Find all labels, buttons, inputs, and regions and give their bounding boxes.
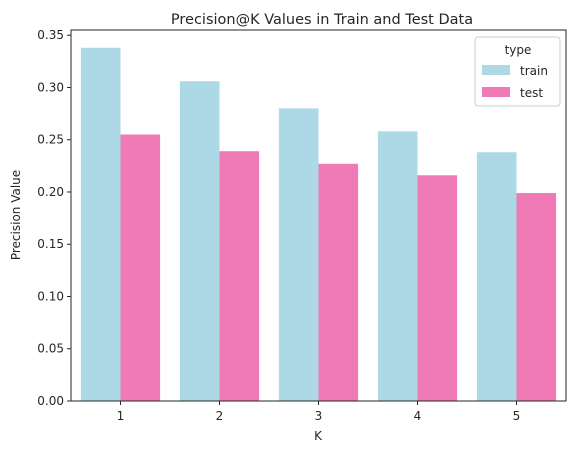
bar-test-k5 [516, 193, 557, 401]
legend-swatch-train [482, 65, 510, 75]
x-tick-label: 1 [117, 409, 125, 423]
bar-test-k1 [120, 134, 161, 401]
y-axis-label: Precision Value [9, 170, 23, 260]
y-tick-label: 0.00 [37, 394, 64, 408]
x-axis-label: K [314, 429, 323, 443]
y-tick-label: 0.15 [37, 237, 64, 251]
y-tick-label: 0.20 [37, 185, 64, 199]
bar-train-k5 [476, 152, 517, 401]
y-tick-label: 0.10 [37, 289, 64, 303]
bar-train-k2 [179, 81, 220, 402]
y-tick-label: 0.30 [37, 80, 64, 94]
x-tick-label: 3 [315, 409, 323, 423]
y-axis: 0.00 0.05 0.10 0.15 0.20 0.25 0.30 0.35 [37, 28, 71, 408]
x-tick-label: 4 [414, 409, 422, 423]
bars-group [80, 47, 557, 402]
bar-test-k2 [219, 151, 260, 401]
legend-label-train: train [520, 64, 548, 78]
bar-test-k3 [318, 163, 359, 401]
bar-train-k4 [377, 131, 418, 401]
x-axis: 1 2 3 4 5 [117, 401, 521, 423]
x-tick-label: 2 [216, 409, 224, 423]
bar-test-k4 [417, 175, 458, 401]
legend: type train test [474, 36, 561, 107]
y-tick-label: 0.25 [37, 133, 64, 147]
chart-title: Precision@K Values in Train and Test Dat… [171, 12, 473, 28]
y-tick-label: 0.05 [37, 342, 64, 356]
bar-train-k1 [80, 47, 121, 401]
x-tick-label: 5 [513, 409, 521, 423]
bar-train-k3 [278, 108, 319, 401]
y-tick-label: 0.35 [37, 28, 64, 42]
legend-swatch-test [482, 87, 510, 97]
legend-title: type [505, 43, 532, 57]
legend-label-test: test [520, 86, 543, 100]
